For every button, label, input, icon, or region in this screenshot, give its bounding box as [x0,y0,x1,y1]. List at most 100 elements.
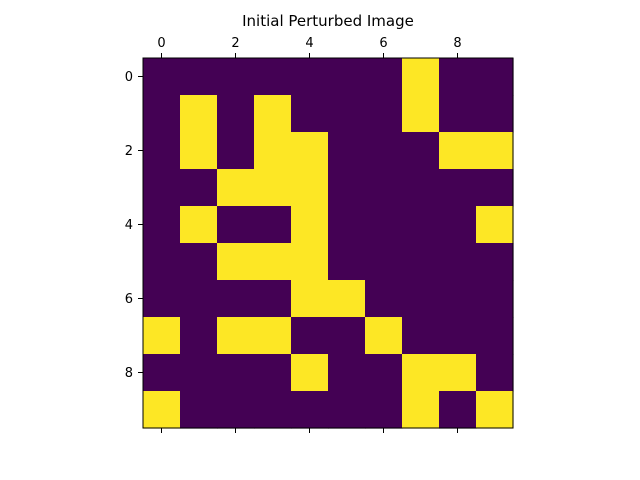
heatmap-cell [143,169,181,207]
heatmap-cell [217,317,255,355]
heatmap-cell [365,58,403,96]
heatmap-cell [180,317,218,355]
heatmap-cell [328,280,366,318]
heatmap-cell [365,169,403,207]
heatmap-cell [291,243,329,281]
heatmap-cell [143,317,181,355]
heatmap-cell [439,243,477,281]
heatmap-cell [439,169,477,207]
x-tick-label: 8 [453,36,461,51]
heatmap-cell [291,95,329,133]
heatmap-cell [402,243,440,281]
heatmap-cell [291,58,329,96]
heatmap-cell [328,58,366,96]
x-tick-label: 0 [157,36,165,51]
heatmap-cell [476,243,514,281]
y-tick-label: 6 [125,292,133,307]
heatmap-cell [254,206,292,244]
heatmap-cell [402,317,440,355]
heatmap-cell [180,169,218,207]
heatmap-cell [476,206,514,244]
heatmap-cell [328,391,366,429]
heatmap-cell [291,206,329,244]
heatmap-cell [328,169,366,207]
heatmap-cell [291,354,329,392]
heatmap-cell [254,391,292,429]
heatmap-cell [143,243,181,281]
heatmap-cell [402,391,440,429]
heatmap-cell [180,354,218,392]
heatmap-cell [439,317,477,355]
heatmap-cell [217,132,255,170]
heatmap-cell [365,317,403,355]
axes-frame [142,57,514,429]
heatmap-cell [439,354,477,392]
heatmap-cell [402,169,440,207]
heatmap-cell [217,169,255,207]
heatmap-cell [180,132,218,170]
heatmap-cells [143,58,514,429]
heatmap-cell [180,391,218,429]
heatmap-cell [476,317,514,355]
heatmap-cell [402,206,440,244]
x-axis-ticks: 0 2 4 6 8 [157,36,462,433]
x-tick-label: 2 [231,36,239,51]
heatmap-cell [217,58,255,96]
heatmap-cell [402,354,440,392]
heatmap-cell [291,391,329,429]
chart-title: Initial Perturbed Image [242,12,414,30]
heatmap-cell [439,206,477,244]
heatmap-cell [254,58,292,96]
heatmap-cell [439,280,477,318]
heatmap-cell [217,354,255,392]
heatmap-cell [291,317,329,355]
heatmap-cell [143,280,181,318]
heatmap-cell [217,243,255,281]
heatmap-cell [217,95,255,133]
heatmap-cell [254,354,292,392]
heatmap-cell [365,243,403,281]
heatmap-cell [402,132,440,170]
heatmap-cell [291,132,329,170]
heatmap-cell [254,95,292,133]
heatmap-cell [143,58,181,96]
heatmap-cell [291,169,329,207]
heatmap-cell [143,95,181,133]
heatmap-cell [476,58,514,96]
heatmap-cell [217,280,255,318]
heatmap-cell [180,95,218,133]
heatmap-cell [328,317,366,355]
heatmap-cell [328,243,366,281]
heatmap-cell [328,132,366,170]
heatmap-cell [180,243,218,281]
heatmap-cell [254,280,292,318]
heatmap-cell [476,132,514,170]
heatmap-cell [439,132,477,170]
heatmap-cell [365,132,403,170]
heatmap-cell [217,206,255,244]
heatmap-cell [217,391,255,429]
heatmap-cell [328,95,366,133]
heatmap-cell [143,354,181,392]
heatmap-cell [143,132,181,170]
y-tick-label: 2 [125,144,133,159]
heatmap-cell [365,391,403,429]
heatmap-cell [365,354,403,392]
heatmap-cell [328,354,366,392]
heatmap-cell [476,169,514,207]
heatmap-cell [254,132,292,170]
heatmap-cell [402,280,440,318]
heatmap-cell [476,95,514,133]
heatmap-cell [291,280,329,318]
x-tick-label: 4 [305,36,313,51]
heatmap-cell [365,280,403,318]
heatmap-cell [439,95,477,133]
heatmap-cell [365,206,403,244]
heatmap-cell [180,58,218,96]
heatmap-cell [439,391,477,429]
heatmap-cell [439,58,477,96]
y-tick-label: 0 [125,70,133,85]
heatmap-cell [254,169,292,207]
x-tick-label: 6 [379,36,387,51]
